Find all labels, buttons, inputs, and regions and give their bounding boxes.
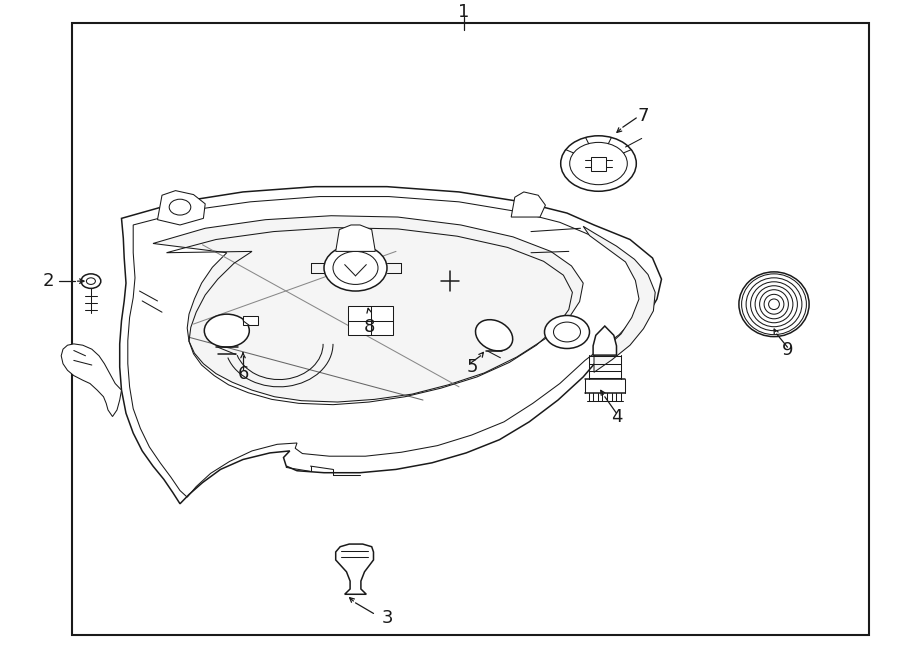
- Ellipse shape: [475, 320, 513, 351]
- Circle shape: [570, 142, 627, 184]
- Text: 3: 3: [382, 609, 392, 627]
- Polygon shape: [120, 186, 662, 504]
- Circle shape: [81, 274, 101, 288]
- Bar: [72, 24, 868, 635]
- Polygon shape: [511, 192, 545, 217]
- Text: 4: 4: [611, 408, 622, 426]
- Circle shape: [86, 278, 95, 284]
- Polygon shape: [61, 344, 122, 416]
- Polygon shape: [243, 316, 258, 325]
- Bar: [348, 306, 393, 335]
- Circle shape: [544, 315, 590, 348]
- Circle shape: [333, 251, 378, 284]
- Polygon shape: [593, 326, 616, 355]
- Text: 7: 7: [638, 107, 649, 125]
- Text: 2: 2: [43, 272, 54, 290]
- Circle shape: [324, 245, 387, 291]
- Polygon shape: [336, 225, 375, 251]
- Text: 6: 6: [238, 365, 248, 383]
- Polygon shape: [336, 544, 374, 594]
- Text: 5: 5: [467, 358, 478, 376]
- Circle shape: [561, 136, 636, 191]
- Text: 1: 1: [458, 3, 469, 20]
- Circle shape: [204, 314, 249, 347]
- Polygon shape: [158, 190, 205, 225]
- Text: 9: 9: [782, 342, 793, 360]
- Circle shape: [554, 322, 580, 342]
- Circle shape: [169, 199, 191, 215]
- Polygon shape: [583, 226, 655, 372]
- Text: 8: 8: [364, 319, 374, 336]
- Bar: [591, 157, 606, 171]
- Polygon shape: [153, 215, 583, 402]
